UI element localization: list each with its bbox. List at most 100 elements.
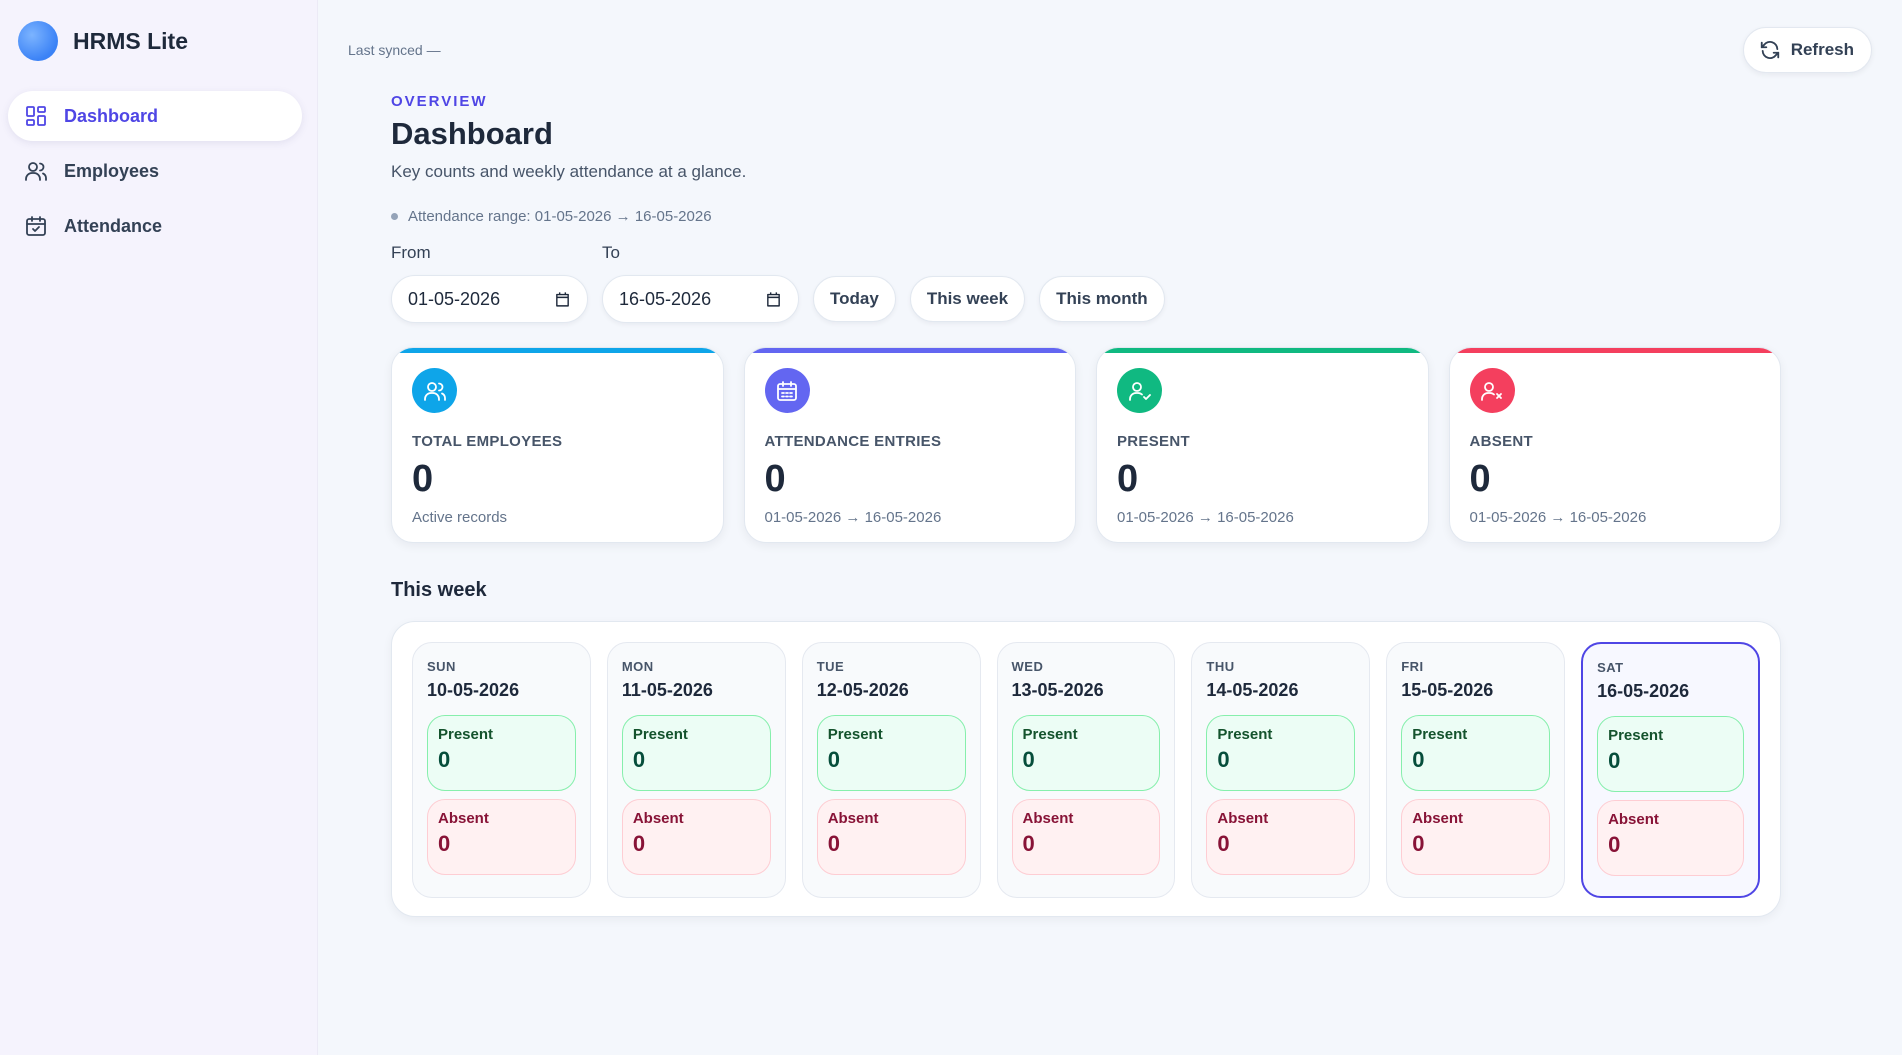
sidebar-item-attendance[interactable]: Attendance xyxy=(8,201,302,251)
stat-accent-bar xyxy=(392,348,723,353)
day-name: SUN xyxy=(427,659,456,674)
refresh-label: Refresh xyxy=(1790,40,1854,59)
day-name: WED xyxy=(1011,659,1044,674)
day-card-thu[interactable]: THU 14-05-2026 Present 0 Absent 0 xyxy=(1191,642,1371,898)
day-card-fri[interactable]: FRI 15-05-2026 Present 0 Absent 0 xyxy=(1386,642,1566,898)
day-name: FRI xyxy=(1401,659,1424,674)
day-name: MON xyxy=(621,659,654,674)
dashboard-icon xyxy=(26,106,46,126)
stat-subtext: 01-05-2026 → 16-05-2026 xyxy=(764,509,942,526)
sidebar-item-label: Employees xyxy=(64,160,160,181)
stat-icon-badge xyxy=(1469,368,1515,413)
stat-label: TOTAL EMPLOYEES xyxy=(412,433,563,450)
stat-accent-bar xyxy=(1449,348,1780,353)
day-card-mon[interactable]: MON 11-05-2026 Present 0 Absent 0 xyxy=(606,642,786,898)
range-dot-icon xyxy=(391,213,398,220)
day-card-wed[interactable]: WED 13-05-2026 Present 0 Absent 0 xyxy=(996,642,1176,898)
absent-count-pill: Absent 0 xyxy=(427,799,576,875)
absent-count: 0 xyxy=(1608,832,1621,857)
present-label: Present xyxy=(1608,727,1664,744)
absent-count: 0 xyxy=(1217,831,1230,856)
to-date-value: 16-05-2026 xyxy=(619,288,712,309)
present-count-pill: Present 0 xyxy=(816,715,966,791)
absent-count-pill: Absent 0 xyxy=(816,799,966,875)
day-date: 16-05-2026 xyxy=(1597,681,1690,701)
absent-count-pill: Absent 0 xyxy=(1597,800,1744,876)
user-x-icon xyxy=(1481,381,1502,401)
stat-subtext: 01-05-2026 → 16-05-2026 xyxy=(1469,509,1647,526)
stat-value: 0 xyxy=(764,458,786,500)
preset-this-month-button[interactable]: This month xyxy=(1039,276,1165,322)
present-count-pill: Present 0 xyxy=(1011,715,1161,791)
from-field: From 01-05-2026 xyxy=(391,243,588,323)
preset-today-button[interactable]: Today xyxy=(813,276,896,322)
present-count-pill: Present 0 xyxy=(1597,716,1744,792)
day-date: 11-05-2026 xyxy=(621,680,713,700)
present-label: Present xyxy=(1412,726,1468,743)
week-section-title: This week xyxy=(391,579,487,601)
absent-count: 0 xyxy=(827,831,840,856)
day-card-tue[interactable]: TUE 12-05-2026 Present 0 Absent 0 xyxy=(801,642,981,898)
day-card-sun[interactable]: SUN 10-05-2026 Present 0 Absent 0 xyxy=(412,642,591,898)
absent-count-pill: Absent 0 xyxy=(1206,799,1356,875)
present-count-pill: Present 0 xyxy=(621,715,771,791)
day-date: 10-05-2026 xyxy=(427,680,520,700)
sidebar-item-dashboard[interactable]: Dashboard xyxy=(8,91,302,141)
present-count-pill: Present 0 xyxy=(1401,715,1551,791)
day-date: 12-05-2026 xyxy=(816,680,909,700)
present-label: Present xyxy=(1022,726,1078,743)
absent-count-pill: Absent 0 xyxy=(1401,799,1551,875)
to-label: To xyxy=(602,243,620,262)
sidebar: HRMS Lite Dashboard Employees Attendance xyxy=(0,0,318,1055)
sidebar-item-label: Attendance xyxy=(64,215,163,236)
attendance-range: Attendance range: 01-05-2026 → 16-05-202… xyxy=(391,208,1781,225)
absent-label: Absent xyxy=(1022,810,1074,827)
absent-count: 0 xyxy=(438,831,451,856)
calendar-check-icon xyxy=(26,216,46,236)
week-panel: SUN 10-05-2026 Present 0 Absent 0 MON 11… xyxy=(391,621,1781,917)
main-content: Last synced — Refresh OVERVIEW Dashboard… xyxy=(318,0,1902,1055)
present-count-pill: Present 0 xyxy=(1206,715,1356,791)
sidebar-item-employees[interactable]: Employees xyxy=(8,146,302,196)
stat-card-total-employees: TOTAL EMPLOYEES 0 Active records xyxy=(391,347,724,543)
day-name: SAT xyxy=(1597,660,1624,675)
calendar-icon xyxy=(767,291,780,307)
stat-card-attendance-entries: ATTENDANCE ENTRIES 0 01-05-2026 → 16-05-… xyxy=(743,347,1076,543)
day-name: THU xyxy=(1206,659,1235,674)
stat-label: ATTENDANCE ENTRIES xyxy=(764,433,942,450)
stat-value: 0 xyxy=(1117,458,1139,500)
absent-count: 0 xyxy=(632,831,646,856)
day-name: TUE xyxy=(816,659,845,674)
stat-icon-badge xyxy=(412,368,457,413)
preset-this-week-button[interactable]: This week xyxy=(909,276,1026,322)
date-filters: From 01-05-2026 To 16-05-2026 Today This… xyxy=(391,243,1781,323)
from-date-input[interactable]: 01-05-2026 xyxy=(391,275,588,323)
page-subtitle: Key counts and weekly attendance at a gl… xyxy=(391,162,747,181)
present-label: Present xyxy=(438,726,494,743)
day-card-sat[interactable]: SAT 16-05-2026 Present 0 Absent 0 xyxy=(1581,642,1760,898)
brand[interactable]: HRMS Lite xyxy=(18,21,188,61)
absent-label: Absent xyxy=(438,810,489,827)
users-icon xyxy=(423,381,446,401)
page-title: Dashboard xyxy=(391,116,553,151)
present-count: 0 xyxy=(1412,747,1425,772)
absent-count-pill: Absent 0 xyxy=(621,799,771,875)
refresh-button[interactable]: Refresh xyxy=(1742,27,1872,73)
users-icon xyxy=(25,162,47,181)
day-date: 14-05-2026 xyxy=(1206,680,1299,700)
stat-subtext: 01-05-2026 → 16-05-2026 xyxy=(1117,509,1294,526)
absent-label: Absent xyxy=(1412,810,1464,827)
stat-label: PRESENT xyxy=(1117,433,1190,450)
present-label: Present xyxy=(1217,726,1273,743)
dashboard-content: OVERVIEW Dashboard Key counts and weekly… xyxy=(391,93,1781,917)
present-count: 0 xyxy=(438,747,451,772)
to-field: To 16-05-2026 xyxy=(602,243,799,323)
to-date-input[interactable]: 16-05-2026 xyxy=(602,275,799,323)
present-count: 0 xyxy=(827,747,840,772)
present-count: 0 xyxy=(632,747,646,772)
present-count-pill: Present 0 xyxy=(427,715,576,791)
stat-subtext: Active records xyxy=(412,509,508,526)
stat-label: ABSENT xyxy=(1469,433,1533,450)
present-count: 0 xyxy=(1608,748,1621,773)
absent-count-pill: Absent 0 xyxy=(1011,799,1161,875)
